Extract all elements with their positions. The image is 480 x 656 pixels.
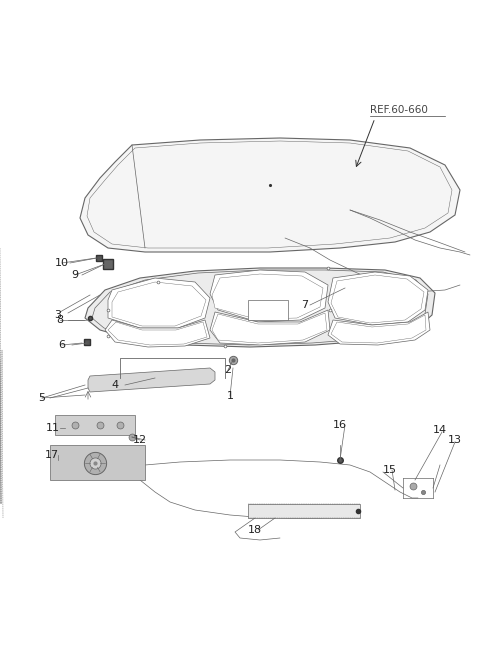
Polygon shape bbox=[328, 312, 430, 345]
Text: 12: 12 bbox=[133, 435, 147, 445]
Text: 9: 9 bbox=[72, 270, 79, 280]
Polygon shape bbox=[108, 322, 207, 345]
Text: 2: 2 bbox=[225, 365, 231, 375]
Text: 11: 11 bbox=[46, 423, 60, 433]
Polygon shape bbox=[331, 315, 426, 343]
Polygon shape bbox=[331, 275, 424, 323]
Text: 14: 14 bbox=[433, 425, 447, 435]
Text: 10: 10 bbox=[55, 258, 69, 268]
Polygon shape bbox=[55, 415, 135, 435]
Polygon shape bbox=[248, 300, 288, 320]
Polygon shape bbox=[248, 504, 360, 518]
Polygon shape bbox=[210, 270, 328, 322]
Text: 16: 16 bbox=[333, 420, 347, 430]
Text: 13: 13 bbox=[448, 435, 462, 445]
Text: 4: 4 bbox=[111, 380, 119, 390]
Text: REF.60-660: REF.60-660 bbox=[370, 105, 428, 115]
Text: 15: 15 bbox=[383, 465, 397, 475]
Text: 7: 7 bbox=[301, 300, 309, 310]
Polygon shape bbox=[88, 368, 215, 392]
Polygon shape bbox=[50, 445, 145, 480]
Text: 18: 18 bbox=[248, 525, 262, 535]
Polygon shape bbox=[212, 313, 327, 343]
Text: 3: 3 bbox=[55, 310, 61, 320]
Polygon shape bbox=[108, 278, 210, 328]
Polygon shape bbox=[212, 274, 323, 319]
Text: 17: 17 bbox=[45, 450, 59, 460]
Polygon shape bbox=[80, 138, 460, 252]
Polygon shape bbox=[85, 268, 435, 347]
Polygon shape bbox=[328, 272, 428, 325]
Polygon shape bbox=[105, 320, 210, 347]
Text: 5: 5 bbox=[38, 393, 46, 403]
Text: 6: 6 bbox=[59, 340, 65, 350]
Text: 8: 8 bbox=[57, 315, 63, 325]
Text: 1: 1 bbox=[227, 391, 233, 401]
Polygon shape bbox=[210, 310, 330, 345]
Polygon shape bbox=[112, 282, 206, 326]
